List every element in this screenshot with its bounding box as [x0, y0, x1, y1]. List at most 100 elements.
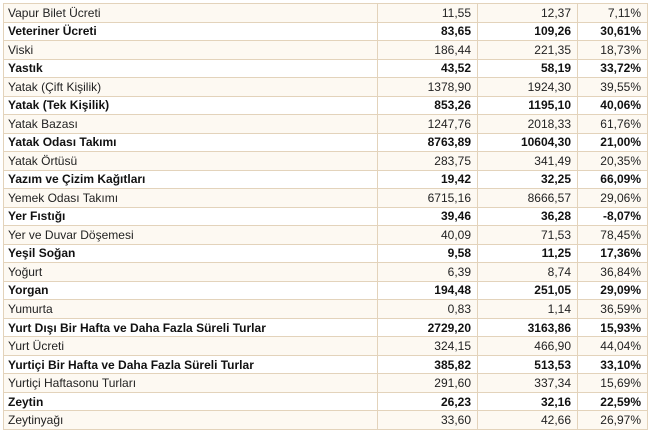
- item-name-cell: Yoğurt: [3, 262, 378, 282]
- table-row: Veteriner Ücreti 83,65 109,26 30,61%: [3, 21, 648, 42]
- table-row: Yatak (Tek Kişilik) 853,26 1195,10 40,06%: [3, 95, 648, 116]
- item-name-cell: Yurt Dışı Bir Hafta ve Daha Fazla Süreli…: [3, 317, 378, 338]
- percent-change-cell: 7,11%: [577, 3, 648, 23]
- item-name-cell: Yatak Örtüsü: [3, 151, 378, 171]
- table-row: Yurtiçi Bir Hafta ve Daha Fazla Süreli T…: [3, 354, 648, 375]
- old-price-cell: 291,60: [377, 373, 478, 393]
- new-price-cell: 8,74: [477, 262, 578, 282]
- percent-change-cell: 33,10%: [577, 354, 648, 375]
- new-price-cell: 12,37: [477, 3, 578, 23]
- table-row: Vapur Bilet Ücreti 11,55 12,37 7,11%: [3, 3, 648, 23]
- table-row: Yer ve Duvar Döşemesi 40,09 71,53 78,45%: [3, 225, 648, 245]
- item-name-cell: Yurtiçi Haftasonu Turları: [3, 373, 378, 393]
- item-name-cell: Veteriner Ücreti: [3, 21, 378, 42]
- new-price-cell: 32,16: [477, 391, 578, 412]
- table-row: Yatak Odası Takımı 8763,89 10604,30 21,00%: [3, 132, 648, 153]
- old-price-cell: 43,52: [377, 58, 478, 79]
- old-price-cell: 39,46: [377, 206, 478, 227]
- table-row: Yer Fıstığı 39,46 36,28 -8,07%: [3, 206, 648, 227]
- percent-change-cell: 22,59%: [577, 391, 648, 412]
- percent-change-cell: 33,72%: [577, 58, 648, 79]
- table-row: Yastık 43,52 58,19 33,72%: [3, 58, 648, 79]
- price-table-container: Vapur Bilet Ücreti 11,55 12,37 7,11% Veterin…: [3, 3, 648, 430]
- percent-change-cell: -8,07%: [577, 206, 648, 227]
- price-table: Vapur Bilet Ücreti 11,55 12,37 7,11% Veterin…: [3, 3, 648, 430]
- old-price-cell: 283,75: [377, 151, 478, 171]
- item-name-cell: Yeşil Soğan: [3, 243, 378, 264]
- percent-change-cell: 61,76%: [577, 114, 648, 134]
- new-price-cell: 71,53: [477, 225, 578, 245]
- old-price-cell: 8763,89: [377, 132, 478, 153]
- item-name-cell: Yazım ve Çizim Kağıtları: [3, 169, 378, 190]
- table-row: Viski 186,44 221,35 18,73%: [3, 40, 648, 60]
- new-price-cell: 109,26: [477, 21, 578, 42]
- item-name-cell: Zeytinyağı: [3, 410, 378, 430]
- percent-change-cell: 18,73%: [577, 40, 648, 60]
- new-price-cell: 2018,33: [477, 114, 578, 134]
- table-row: Yoğurt 6,39 8,74 36,84%: [3, 262, 648, 282]
- price-table-body: Vapur Bilet Ücreti 11,55 12,37 7,11% Veterin…: [3, 3, 648, 430]
- old-price-cell: 2729,20: [377, 317, 478, 338]
- old-price-cell: 6715,16: [377, 188, 478, 208]
- percent-change-cell: 78,45%: [577, 225, 648, 245]
- item-name-cell: Yurt Ücreti: [3, 336, 378, 356]
- percent-change-cell: 40,06%: [577, 95, 648, 116]
- new-price-cell: 251,05: [477, 280, 578, 301]
- new-price-cell: 1924,30: [477, 77, 578, 97]
- old-price-cell: 186,44: [377, 40, 478, 60]
- old-price-cell: 11,55: [377, 3, 478, 23]
- percent-change-cell: 36,59%: [577, 299, 648, 319]
- new-price-cell: 8666,57: [477, 188, 578, 208]
- percent-change-cell: 21,00%: [577, 132, 648, 153]
- new-price-cell: 11,25: [477, 243, 578, 264]
- new-price-cell: 3163,86: [477, 317, 578, 338]
- new-price-cell: 36,28: [477, 206, 578, 227]
- item-name-cell: Yemek Odası Takımı: [3, 188, 378, 208]
- new-price-cell: 466,90: [477, 336, 578, 356]
- new-price-cell: 42,66: [477, 410, 578, 430]
- old-price-cell: 40,09: [377, 225, 478, 245]
- new-price-cell: 513,53: [477, 354, 578, 375]
- old-price-cell: 194,48: [377, 280, 478, 301]
- item-name-cell: Yastık: [3, 58, 378, 79]
- new-price-cell: 58,19: [477, 58, 578, 79]
- percent-change-cell: 39,55%: [577, 77, 648, 97]
- new-price-cell: 1195,10: [477, 95, 578, 116]
- item-name-cell: Yurtiçi Bir Hafta ve Daha Fazla Süreli T…: [3, 354, 378, 375]
- old-price-cell: 385,82: [377, 354, 478, 375]
- table-row: Yurtiçi Haftasonu Turları 291,60 337,34 15,…: [3, 373, 648, 393]
- percent-change-cell: 20,35%: [577, 151, 648, 171]
- item-name-cell: Zeytin: [3, 391, 378, 412]
- percent-change-cell: 26,97%: [577, 410, 648, 430]
- item-name-cell: Yatak Odası Takımı: [3, 132, 378, 153]
- percent-change-cell: 15,69%: [577, 373, 648, 393]
- percent-change-cell: 29,09%: [577, 280, 648, 301]
- table-row: Yatak Örtüsü 283,75 341,49 20,35%: [3, 151, 648, 171]
- new-price-cell: 10604,30: [477, 132, 578, 153]
- table-row: Yazım ve Çizim Kağıtları 19,42 32,25 66,09%: [3, 169, 648, 190]
- old-price-cell: 26,23: [377, 391, 478, 412]
- old-price-cell: 83,65: [377, 21, 478, 42]
- table-row: Yeşil Soğan 9,58 11,25 17,36%: [3, 243, 648, 264]
- old-price-cell: 6,39: [377, 262, 478, 282]
- item-name-cell: Yatak (Tek Kişilik): [3, 95, 378, 116]
- table-row: Yatak (Çift Kişilik) 1378,90 1924,30 39,55%: [3, 77, 648, 97]
- table-row: Yurt Dışı Bir Hafta ve Daha Fazla Süreli…: [3, 317, 648, 338]
- item-name-cell: Yumurta: [3, 299, 378, 319]
- new-price-cell: 221,35: [477, 40, 578, 60]
- percent-change-cell: 29,06%: [577, 188, 648, 208]
- old-price-cell: 853,26: [377, 95, 478, 116]
- percent-change-cell: 17,36%: [577, 243, 648, 264]
- new-price-cell: 337,34: [477, 373, 578, 393]
- percent-change-cell: 15,93%: [577, 317, 648, 338]
- old-price-cell: 33,60: [377, 410, 478, 430]
- percent-change-cell: 66,09%: [577, 169, 648, 190]
- table-row: Zeytin 26,23 32,16 22,59%: [3, 391, 648, 412]
- old-price-cell: 0,83: [377, 299, 478, 319]
- table-row: Yumurta 0,83 1,14 36,59%: [3, 299, 648, 319]
- old-price-cell: 324,15: [377, 336, 478, 356]
- item-name-cell: Yatak (Çift Kişilik): [3, 77, 378, 97]
- item-name-cell: Yer ve Duvar Döşemesi: [3, 225, 378, 245]
- new-price-cell: 32,25: [477, 169, 578, 190]
- old-price-cell: 9,58: [377, 243, 478, 264]
